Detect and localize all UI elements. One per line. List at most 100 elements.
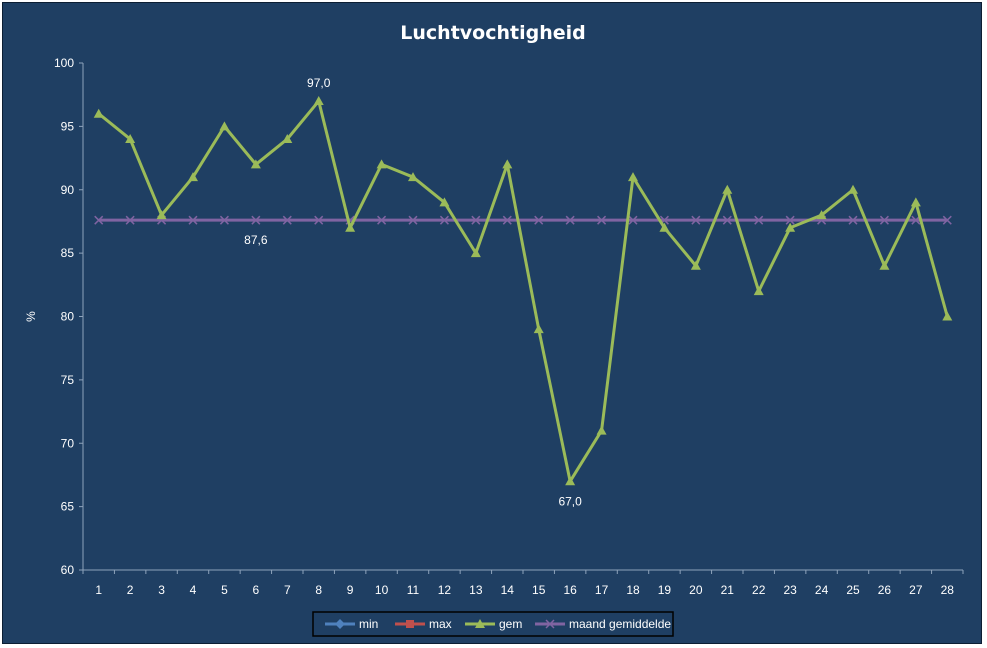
- y-tick-label: 60: [61, 563, 75, 577]
- data-label: 97,0: [307, 76, 331, 90]
- x-tick-label: 27: [909, 583, 923, 597]
- y-tick-label: 100: [54, 56, 74, 70]
- triangle-marker: [533, 324, 544, 334]
- triangle-marker: [125, 134, 136, 144]
- y-axis-label: %: [24, 311, 38, 322]
- x-tick-label: 2: [127, 583, 134, 597]
- triangle-marker: [816, 210, 827, 220]
- x-marker-stroke: [754, 215, 764, 225]
- triangle-marker: [753, 286, 764, 296]
- triangle-marker: [910, 197, 921, 207]
- x-marker-stroke: [439, 215, 449, 225]
- x-tick-label: 4: [190, 583, 197, 597]
- x-marker: [691, 215, 701, 225]
- x-tick-label: 3: [158, 583, 165, 597]
- series-line: [97, 99, 949, 483]
- x-tick-label: 11: [407, 583, 420, 597]
- triangle-marker: [439, 197, 450, 207]
- legend-label: gem: [499, 617, 522, 631]
- chart-title: Luchtvochtigheid: [400, 22, 585, 44]
- triangle-marker: [848, 184, 858, 194]
- y-tick-label: 90: [61, 183, 75, 197]
- x-marker-stroke: [251, 215, 261, 225]
- x-marker-stroke: [188, 215, 198, 225]
- x-marker-stroke: [377, 215, 387, 225]
- triangle-marker: [93, 108, 104, 118]
- x-tick-label: 14: [501, 583, 515, 597]
- triangle-marker: [722, 184, 733, 194]
- legend-item-min: min: [325, 617, 378, 631]
- legend-item-maand-gemiddelde: maand gemiddelde: [535, 617, 671, 631]
- y-tick-label: 65: [61, 500, 75, 514]
- x-marker-stroke: [785, 215, 795, 225]
- x-marker-stroke: [565, 215, 575, 225]
- x-tick-label: 20: [689, 583, 703, 597]
- x-marker-stroke: [597, 215, 607, 225]
- x-marker-stroke: [545, 619, 555, 629]
- series-gem: [93, 96, 953, 486]
- x-marker-stroke: [502, 215, 512, 225]
- triangle-marker: [502, 159, 513, 169]
- data-label: 87,6: [244, 233, 268, 247]
- y-tick-label: 85: [61, 246, 75, 260]
- x-marker: [219, 215, 229, 225]
- legend: min max gem maand gemiddelde: [312, 611, 674, 637]
- triangle-marker: [565, 476, 576, 486]
- x-tick-label: 17: [595, 583, 609, 597]
- diamond-marker: [335, 619, 345, 629]
- plot-series: [93, 96, 953, 486]
- x-marker: [439, 215, 449, 225]
- x-marker: [471, 215, 481, 225]
- triangle-marker: [250, 159, 261, 169]
- x-marker: [597, 215, 607, 225]
- triangle-marker: [188, 172, 198, 182]
- legend-label: min: [359, 617, 378, 631]
- x-marker-stroke: [408, 215, 418, 225]
- x-tick-label: 26: [878, 583, 892, 597]
- x-tick-label: 15: [532, 583, 546, 597]
- legend-label: maand gemiddelde: [569, 617, 671, 631]
- x-marker-stroke: [534, 215, 544, 225]
- x-tick-label: 10: [375, 583, 389, 597]
- triangle-marker: [282, 134, 293, 144]
- legend-item-max: max: [395, 617, 452, 631]
- x-marker-stroke: [219, 215, 229, 225]
- x-tick-label: 25: [846, 583, 860, 597]
- x-tick-label: 7: [284, 583, 291, 597]
- data-labels: 97,0 87,6 67,0: [244, 76, 582, 508]
- triangle-marker: [659, 222, 670, 232]
- triangle-marker: [596, 425, 607, 435]
- triangle-marker: [475, 619, 485, 628]
- data-label: 67,0: [558, 494, 582, 508]
- y-tick-label: 75: [61, 373, 75, 387]
- y-tick-label: 80: [61, 310, 75, 324]
- triangle-marker: [879, 260, 890, 270]
- x-marker: [785, 215, 795, 225]
- x-marker: [125, 215, 135, 225]
- x-marker: [314, 215, 324, 225]
- x-tick-label: 1: [95, 583, 102, 597]
- x-marker-stroke: [282, 215, 292, 225]
- x-tick-label: 24: [815, 583, 829, 597]
- y-tick-label: 70: [61, 436, 75, 450]
- triangle-marker: [376, 159, 387, 169]
- x-tick-label: 12: [438, 583, 452, 597]
- x-marker-stroke: [942, 215, 952, 225]
- legend-label: max: [429, 617, 452, 631]
- x-marker: [408, 215, 418, 225]
- x-marker: [565, 215, 575, 225]
- y-tick-label: 95: [61, 119, 75, 133]
- x-marker: [251, 215, 261, 225]
- legend-item-gem: gem: [465, 617, 522, 631]
- triangle-marker: [785, 222, 796, 232]
- triangle-marker: [345, 222, 356, 232]
- triangle-marker: [470, 248, 481, 258]
- x-tick-label: 6: [253, 583, 260, 597]
- x-tick-label: 21: [721, 583, 735, 597]
- x-marker-stroke: [848, 215, 858, 225]
- triangle-marker: [313, 96, 324, 106]
- x-marker: [628, 215, 638, 225]
- x-marker-stroke: [125, 215, 135, 225]
